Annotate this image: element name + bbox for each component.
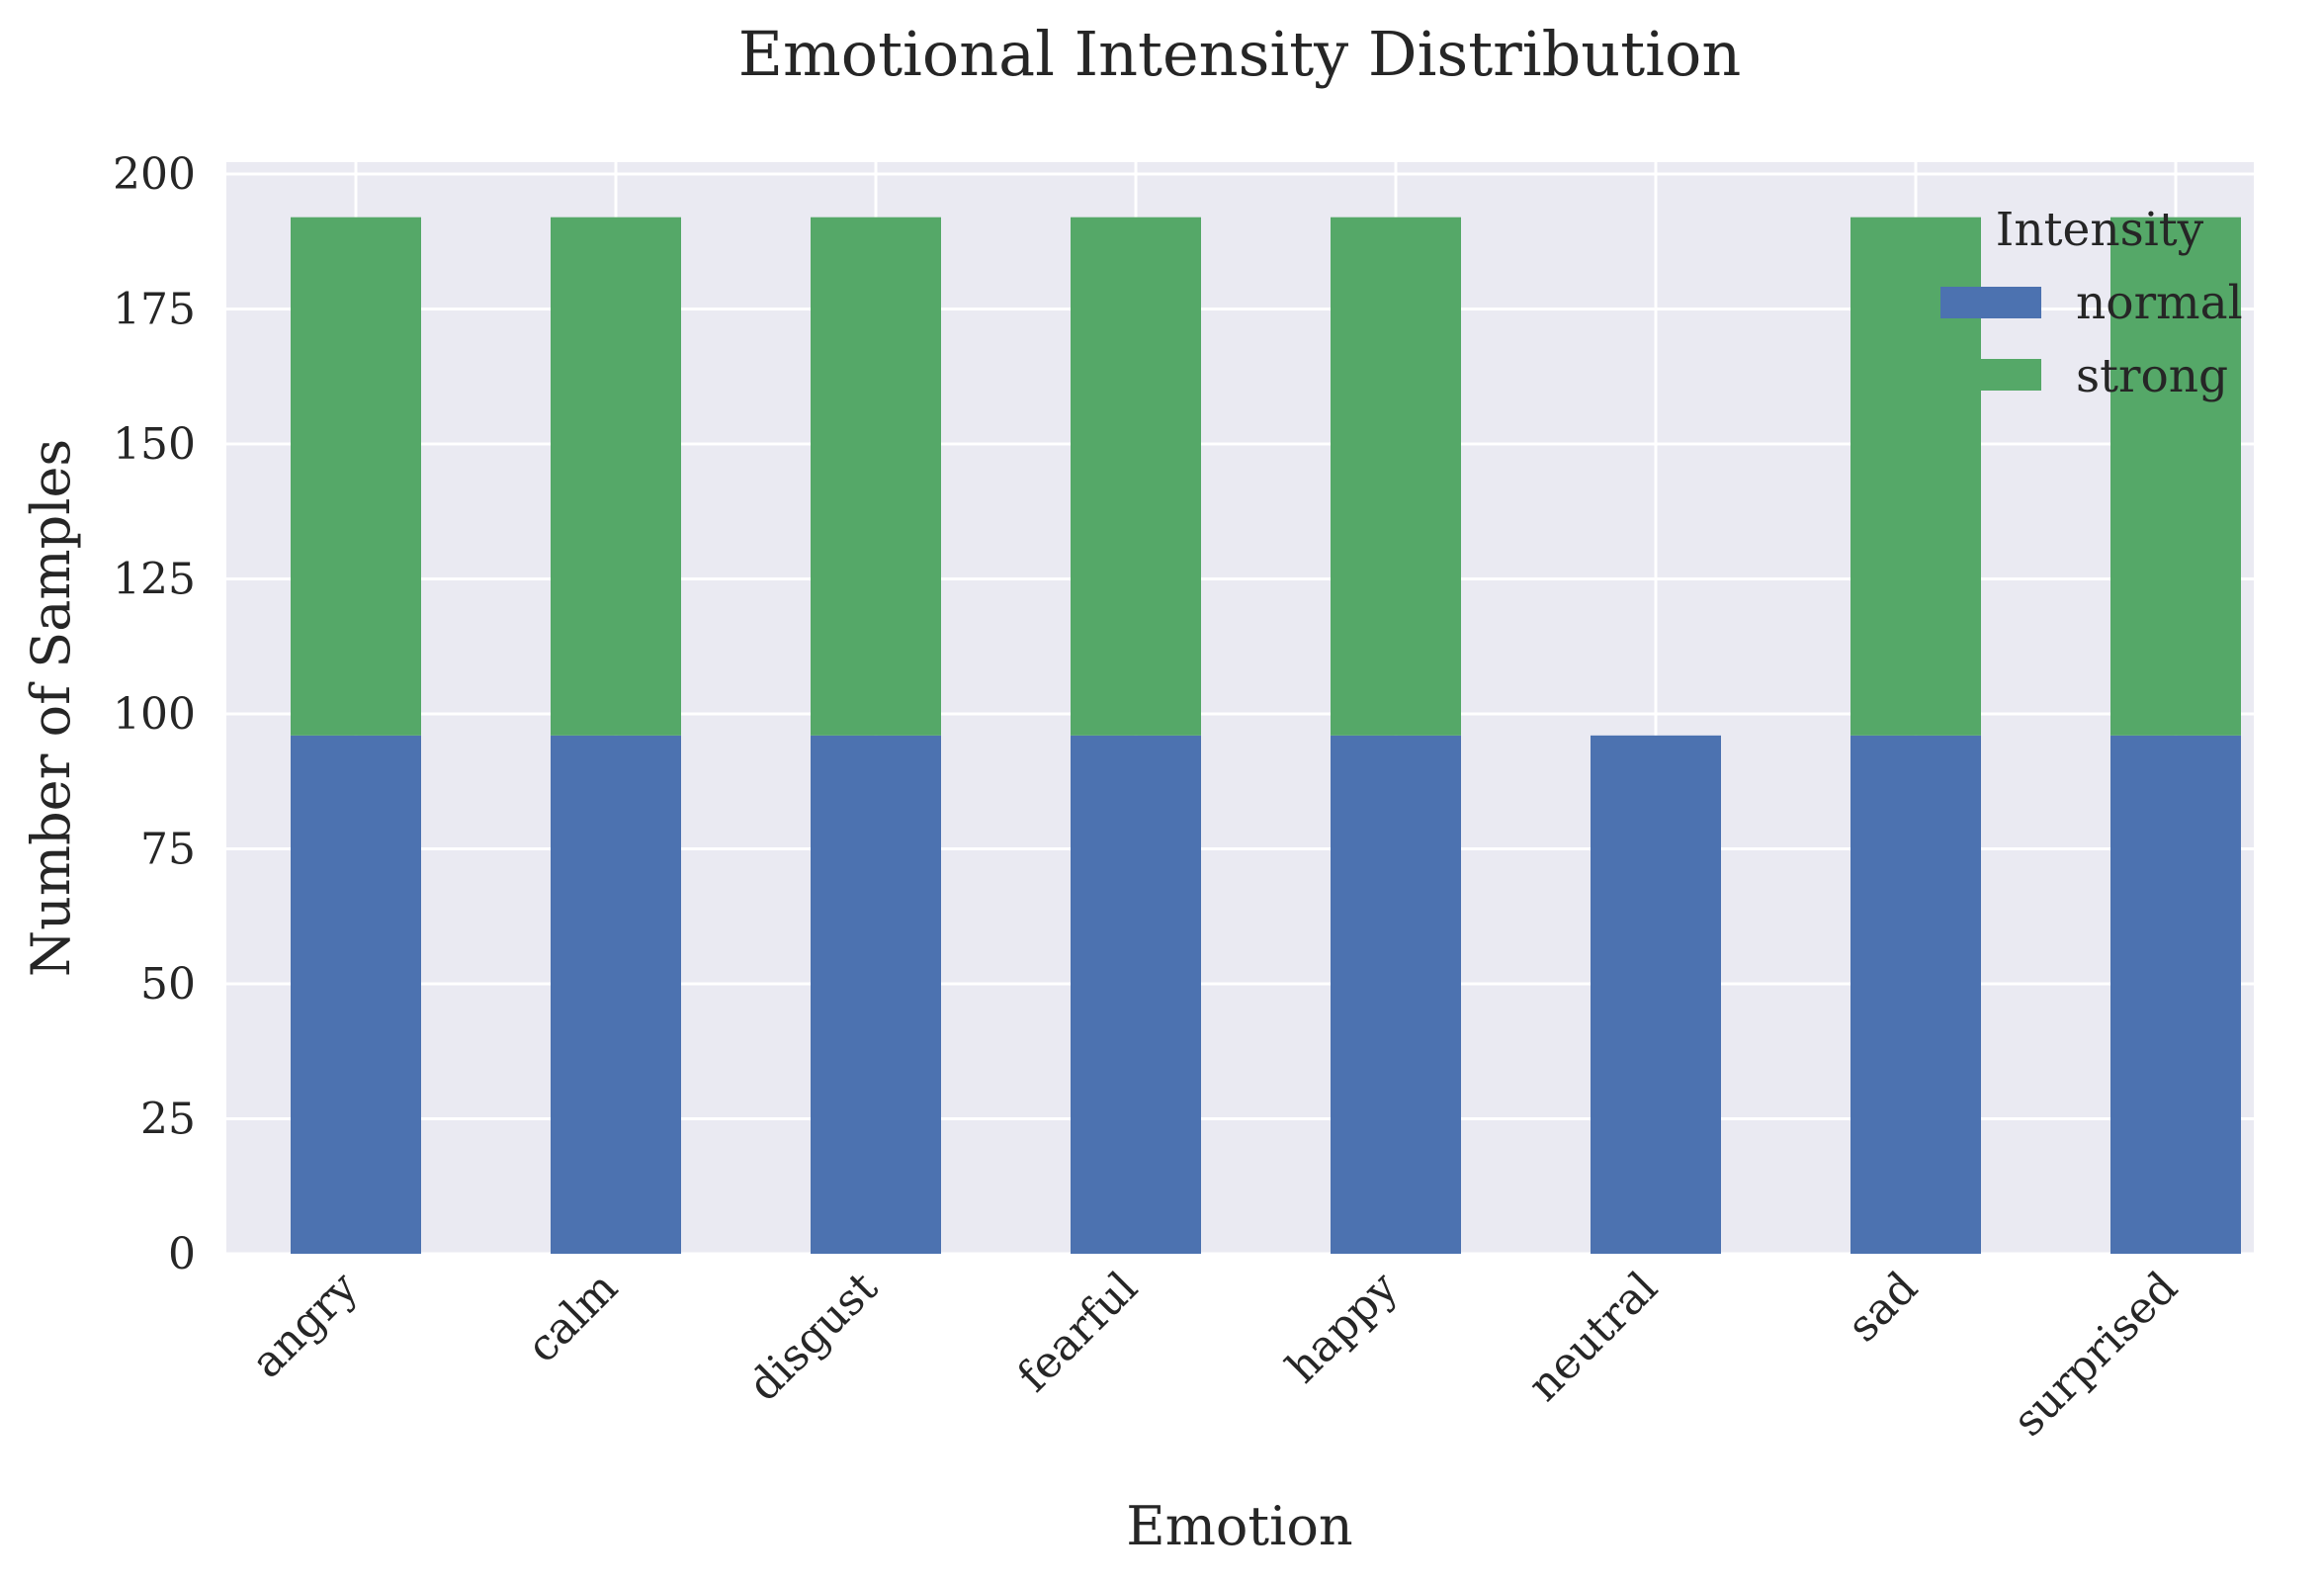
bar-normal-sad bbox=[1851, 735, 1981, 1254]
y-tick-labels: 0 25 50 75 100 125 150 175 200 bbox=[113, 149, 196, 1279]
bars bbox=[291, 217, 2241, 1254]
x-tick-labels: angry calm disgust fearful happy neutral sad su… bbox=[242, 1262, 2188, 1446]
bar-strong-calm bbox=[551, 217, 681, 736]
chart-title: Emotional Intensity Distribution bbox=[738, 18, 1742, 90]
legend-swatch-strong bbox=[1940, 359, 2041, 391]
bar-normal-surprised bbox=[2110, 735, 2241, 1254]
legend-swatch-normal bbox=[1940, 287, 2041, 318]
x-tick-label: calm bbox=[517, 1263, 627, 1372]
y-tick-label: 50 bbox=[140, 959, 196, 1010]
legend-label-strong: strong bbox=[2076, 349, 2228, 403]
bar-normal-happy bbox=[1331, 735, 1461, 1254]
bar-normal-calm bbox=[551, 735, 681, 1254]
x-tick-label: neutral bbox=[1518, 1263, 1667, 1411]
x-tick-label: surprised bbox=[2004, 1263, 2188, 1447]
x-tick-label: angry bbox=[242, 1263, 368, 1388]
bar-strong-fearful bbox=[1071, 217, 1201, 736]
y-tick-label: 100 bbox=[113, 689, 196, 740]
x-tick-label: sad bbox=[1838, 1263, 1927, 1352]
bar-strong-disgust bbox=[811, 217, 941, 736]
x-tick-label: happy bbox=[1277, 1263, 1408, 1393]
y-tick-label: 200 bbox=[113, 149, 196, 200]
y-tick-label: 175 bbox=[113, 285, 196, 335]
legend-title: Intensity bbox=[1996, 203, 2204, 257]
x-tick-label: disgust bbox=[738, 1262, 888, 1411]
bar-strong-happy bbox=[1331, 217, 1461, 736]
x-axis-label: Emotion bbox=[1126, 1495, 1352, 1557]
y-tick-label: 150 bbox=[113, 419, 196, 470]
bar-normal-fearful bbox=[1071, 735, 1201, 1254]
bar-strong-surprised bbox=[2110, 217, 2241, 736]
y-tick-label: 75 bbox=[140, 825, 196, 875]
x-tick-label: fearful bbox=[1008, 1263, 1148, 1402]
legend-label-normal: normal bbox=[2076, 276, 2243, 330]
bar-strong-angry bbox=[291, 217, 421, 736]
legend: Intensity normal strong bbox=[1940, 203, 2243, 403]
bar-normal-neutral bbox=[1591, 735, 1721, 1254]
y-tick-label: 0 bbox=[168, 1229, 196, 1279]
bar-normal-angry bbox=[291, 735, 421, 1254]
y-tick-label: 25 bbox=[140, 1095, 196, 1145]
y-tick-label: 125 bbox=[113, 555, 196, 605]
y-axis-label: Number of Samples bbox=[20, 439, 82, 977]
bar-normal-disgust bbox=[811, 735, 941, 1254]
